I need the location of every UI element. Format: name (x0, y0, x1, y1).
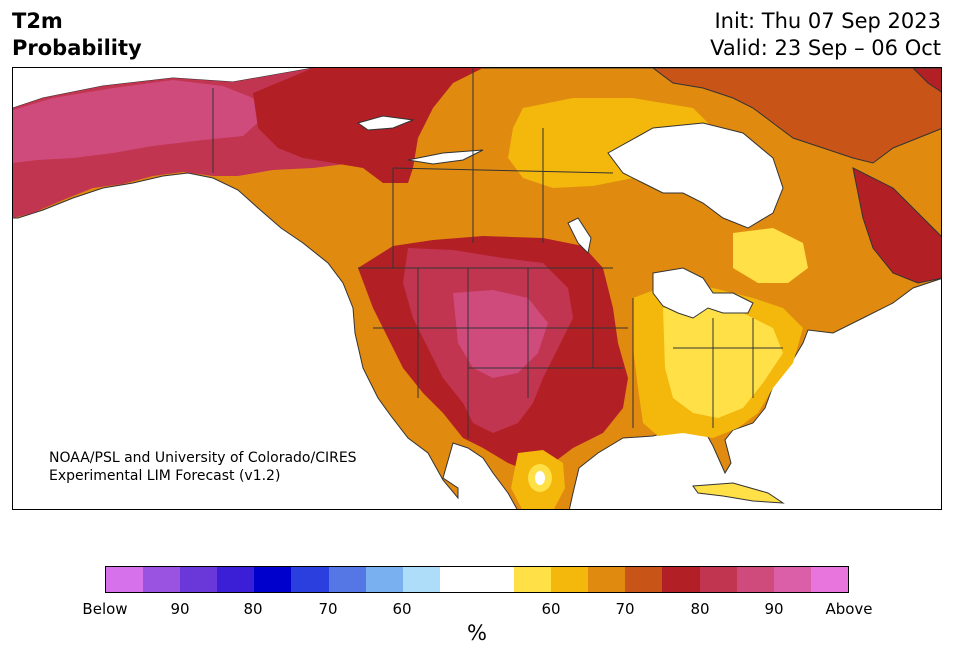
colorbar-tick-60-above: 60 (541, 600, 561, 618)
region-labrador-red (852, 167, 941, 284)
region-west-us-pink (453, 290, 548, 378)
credit-text: NOAA/PSL and University of Colorado/CIRE… (49, 449, 357, 485)
colorbar-segment (476, 567, 515, 592)
political-borders (212, 68, 783, 438)
colorbar-tick-below: Below (82, 600, 128, 618)
colorbar-segment (514, 567, 552, 592)
region-mexico-white (535, 471, 545, 485)
colorbar-segment (736, 567, 774, 592)
colorbar-segment (439, 567, 477, 592)
colorbar-segment (588, 567, 626, 592)
colorbar-segment (143, 567, 181, 592)
great-bear-lake (356, 115, 415, 131)
title-type: Probability (12, 36, 142, 60)
great-lakes (652, 267, 754, 319)
colorbar-segment (291, 567, 329, 592)
colorbar-tick-80-below: 80 (243, 600, 263, 618)
colorbar-segment (625, 567, 663, 592)
hudson-bay (607, 122, 784, 229)
map-title: T2m Probability (12, 8, 142, 62)
colorbar-segment (773, 567, 811, 592)
colorbar-segment (662, 567, 700, 592)
colorbar-segment (254, 567, 292, 592)
colorbar-tick-70-below: 70 (318, 600, 338, 618)
credit-line2: Experimental LIM Forecast (v1.2) (49, 468, 281, 484)
colorbar-segment (180, 567, 218, 592)
arctic-islands (652, 68, 941, 164)
colorbar-segment (106, 567, 144, 592)
colorbar-tick-above: Above (825, 600, 873, 618)
colorbar-segment (810, 567, 848, 592)
region-ontario-yellow (733, 228, 808, 283)
map-canvas (13, 68, 941, 509)
colorbar-tick-90-below: 90 (170, 600, 190, 618)
colorbar-tick-60-below: 60 (392, 600, 412, 618)
colorbar-segment (328, 567, 366, 592)
colorbar-tick-80-above: 80 (690, 600, 710, 618)
init-date: Init: Thu 07 Sep 2023 (714, 9, 941, 33)
colorbar-segment (551, 567, 589, 592)
colorbar-tick-90-above: 90 (764, 600, 784, 618)
colorbar-segment (699, 567, 737, 592)
title-variable: T2m (12, 9, 63, 33)
cuba (692, 482, 785, 504)
colorbar (105, 566, 849, 593)
credit-line1: NOAA/PSL and University of Colorado/CIRE… (49, 450, 357, 466)
region-alaska-core (13, 80, 263, 163)
greenland-coast (912, 68, 941, 93)
colorbar-segment (217, 567, 255, 592)
forecast-map (12, 67, 942, 510)
valid-range: Valid: 23 Sep – 06 Oct (710, 36, 941, 60)
lake-winnipeg (567, 217, 592, 255)
colorbar-unit: % (467, 621, 487, 645)
colorbar-tick-70-above: 70 (615, 600, 635, 618)
colorbar-segment (365, 567, 403, 592)
date-info: Init: Thu 07 Sep 2023 Valid: 23 Sep – 06… (710, 8, 941, 62)
colorbar-segment (402, 567, 440, 592)
